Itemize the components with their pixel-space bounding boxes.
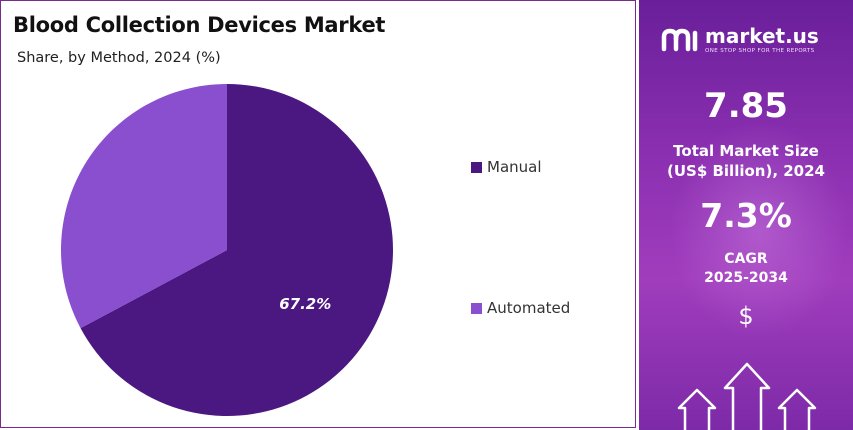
market-size-value: 7.85: [704, 86, 788, 126]
pie-label-manual: 67.2%: [279, 295, 331, 313]
legend-swatch-manual: [471, 161, 482, 173]
legend-item-automated: Automated: [471, 299, 570, 317]
legend-item-manual: Manual: [471, 158, 542, 176]
pie-slice-automated: [60, 84, 227, 329]
brand-name: market.us: [705, 24, 819, 48]
background-glow: [669, 120, 849, 340]
market-size-label-line2: (US$ Billion), 2024: [666, 162, 825, 180]
cagr-label-line1: CAGR: [724, 251, 768, 267]
market-size-label-line1: Total Market Size: [673, 142, 819, 160]
legend-swatch-automated: [471, 302, 482, 314]
brand-logo[interactable]: market.us ONE STOP SHOP FOR THE REPORTS: [661, 26, 819, 54]
market-summary-panel: market.us ONE STOP SHOP FOR THE REPORTS …: [639, 0, 853, 430]
chart-subtitle: Share, by Method, 2024 (%): [17, 50, 221, 66]
brand-tagline: ONE STOP SHOP FOR THE REPORTS: [705, 48, 815, 54]
cagr-value: 7.3%: [700, 196, 792, 235]
market-us-logo-icon: [661, 28, 698, 52]
dollar-icon: $: [738, 302, 754, 330]
legend-label-automated: Automated: [487, 299, 571, 317]
up-arrows-icon: [677, 362, 817, 430]
chart-title: Blood Collection Devices Market: [13, 13, 386, 37]
chart-panel: Blood Collection Devices Market Share, b…: [0, 0, 636, 428]
legend-label-manual: Manual: [487, 158, 542, 176]
pie-slice-manual: [80, 84, 393, 416]
pie-chart: 67.2%: [60, 84, 393, 416]
cagr-label-line2: 2025-2034: [704, 270, 788, 286]
